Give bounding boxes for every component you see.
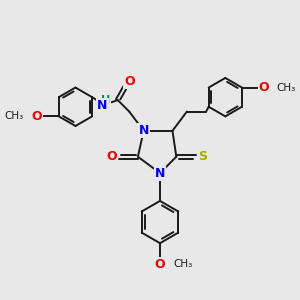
Text: S: S <box>198 150 207 163</box>
Text: N: N <box>139 124 149 137</box>
Text: H: H <box>100 95 110 105</box>
Text: CH₃: CH₃ <box>173 259 193 269</box>
Text: N: N <box>139 124 149 137</box>
Text: O: O <box>106 150 117 163</box>
Text: S: S <box>198 150 207 163</box>
Text: N: N <box>155 167 165 180</box>
Text: O: O <box>259 81 269 94</box>
Text: O: O <box>32 110 42 123</box>
Text: O: O <box>106 150 117 163</box>
Text: CH₃: CH₃ <box>277 82 296 93</box>
Text: O: O <box>124 75 135 88</box>
Text: CH₃: CH₃ <box>4 111 23 122</box>
Text: O: O <box>155 258 165 271</box>
Text: N: N <box>155 167 165 180</box>
Text: N: N <box>97 99 107 112</box>
